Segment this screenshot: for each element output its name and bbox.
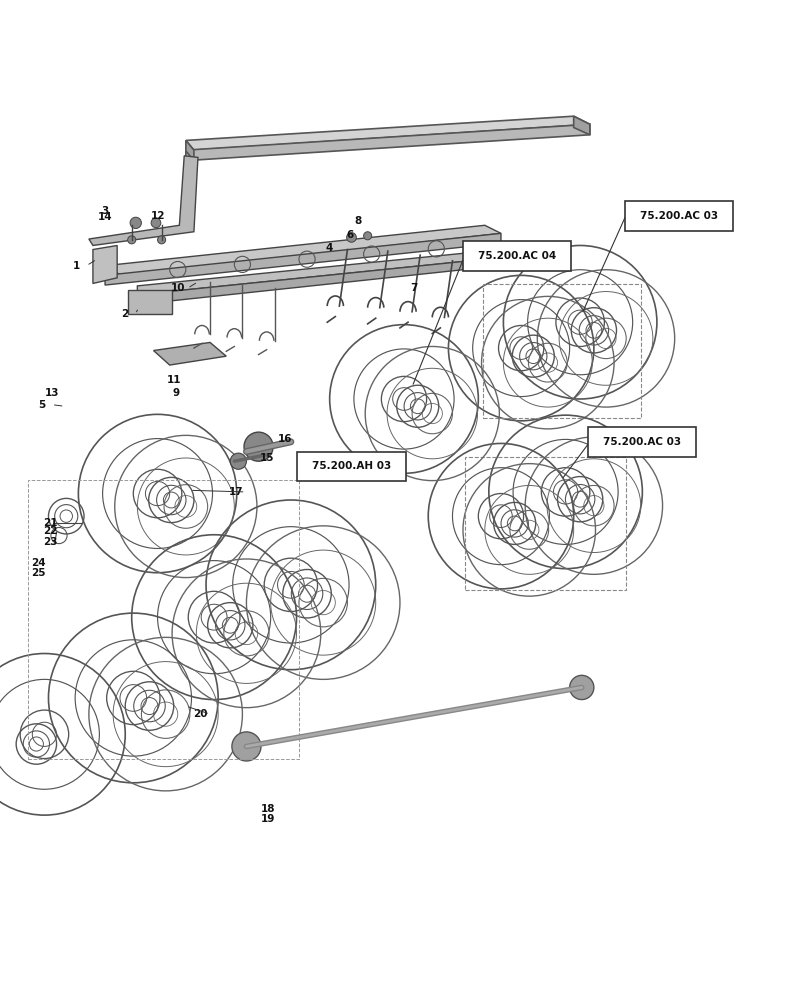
- Circle shape: [347, 233, 356, 242]
- Text: 75.200.AC 03: 75.200.AC 03: [640, 211, 718, 221]
- Text: 3: 3: [102, 206, 108, 216]
- Circle shape: [232, 732, 261, 761]
- Text: 75.200.AC 03: 75.200.AC 03: [604, 437, 681, 447]
- Text: 22: 22: [43, 526, 57, 536]
- Text: 13: 13: [45, 388, 60, 398]
- Text: 2: 2: [122, 309, 128, 319]
- Bar: [465, 457, 626, 590]
- Circle shape: [364, 232, 372, 240]
- Text: 14: 14: [98, 212, 112, 222]
- Bar: [483, 284, 641, 418]
- Text: 75.200.AC 04: 75.200.AC 04: [478, 251, 556, 261]
- Circle shape: [244, 432, 273, 461]
- Text: 15: 15: [259, 453, 274, 463]
- Text: 8: 8: [355, 216, 361, 226]
- Polygon shape: [137, 258, 501, 304]
- Text: 6: 6: [347, 230, 353, 240]
- Text: 16: 16: [278, 434, 292, 444]
- FancyBboxPatch shape: [588, 427, 696, 457]
- Bar: [28, 480, 299, 759]
- Text: 20: 20: [193, 709, 208, 719]
- Circle shape: [570, 675, 594, 700]
- FancyBboxPatch shape: [297, 452, 406, 481]
- Text: 1: 1: [74, 261, 80, 271]
- Text: 75.200.AH 03: 75.200.AH 03: [312, 461, 391, 471]
- FancyBboxPatch shape: [625, 201, 733, 231]
- FancyBboxPatch shape: [128, 290, 172, 314]
- Text: 18: 18: [261, 804, 276, 814]
- Polygon shape: [93, 245, 117, 283]
- Circle shape: [230, 453, 246, 469]
- Circle shape: [158, 236, 166, 244]
- Polygon shape: [186, 116, 590, 150]
- Text: 10: 10: [170, 283, 185, 293]
- Polygon shape: [154, 342, 226, 365]
- Text: 4: 4: [326, 243, 334, 253]
- Text: 24: 24: [32, 558, 46, 568]
- Polygon shape: [186, 124, 590, 161]
- Polygon shape: [137, 250, 501, 295]
- Text: 21: 21: [43, 518, 57, 528]
- Text: 19: 19: [261, 814, 276, 824]
- Text: 25: 25: [32, 568, 46, 578]
- Circle shape: [128, 236, 136, 244]
- Text: 7: 7: [410, 283, 418, 293]
- Polygon shape: [89, 156, 198, 245]
- Text: 5: 5: [39, 400, 45, 410]
- Text: 17: 17: [229, 487, 243, 497]
- Circle shape: [151, 218, 161, 228]
- Polygon shape: [186, 140, 194, 161]
- Text: 11: 11: [166, 375, 181, 385]
- Polygon shape: [574, 116, 590, 135]
- FancyBboxPatch shape: [463, 241, 571, 271]
- Text: 12: 12: [151, 211, 166, 221]
- Circle shape: [130, 217, 141, 229]
- Polygon shape: [105, 233, 501, 285]
- Text: 23: 23: [43, 537, 57, 547]
- Polygon shape: [105, 225, 501, 275]
- Text: 9: 9: [173, 388, 179, 398]
